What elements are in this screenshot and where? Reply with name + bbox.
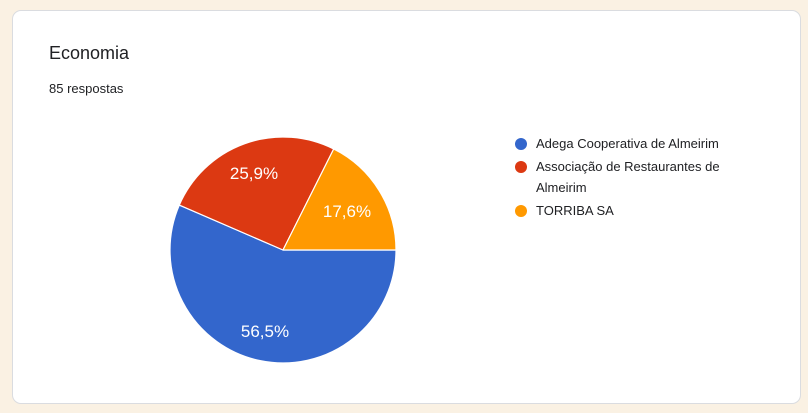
legend-item-adega-cooperativa: Adega Cooperativa de Almeirim (515, 133, 763, 154)
legend-label: Associação de Restaurantes de Almeirim (536, 159, 720, 195)
pie-percent-label-red: 25,9% (230, 164, 278, 183)
legend-item-torriba: TORRIBA SA (515, 200, 763, 221)
pie-percent-label-orange: 17,6% (323, 202, 371, 221)
response-count: 85 respostas (49, 81, 124, 96)
question-title: Economia (49, 43, 130, 63)
chart-legend: Adega Cooperativa de Almeirim Associação… (515, 133, 763, 223)
legend-dot-blue-icon (515, 137, 527, 150)
legend-dot-orange-icon (515, 204, 527, 217)
legend-item-associacao-restaurantes: Associação de Restaurantes de Almeirim (515, 156, 763, 198)
pie-slice-associacao-restaurantes[interactable] (178, 136, 335, 251)
legend-label: Adega Cooperativa de Almeirim (536, 136, 719, 151)
pie-slice-torriba[interactable] (282, 148, 397, 251)
legend-label: TORRIBA SA (536, 203, 614, 218)
pie-chart: 25,9% 17,6% 56,5% (169, 136, 397, 364)
pie-slice-adega-cooperativa[interactable] (169, 204, 397, 364)
pie-percent-label-blue: 56,5% (241, 322, 289, 341)
legend-dot-red-icon (515, 160, 527, 173)
question-summary-card: Economia 85 respostas 25,9% 17,6% 56,5% … (12, 10, 801, 404)
